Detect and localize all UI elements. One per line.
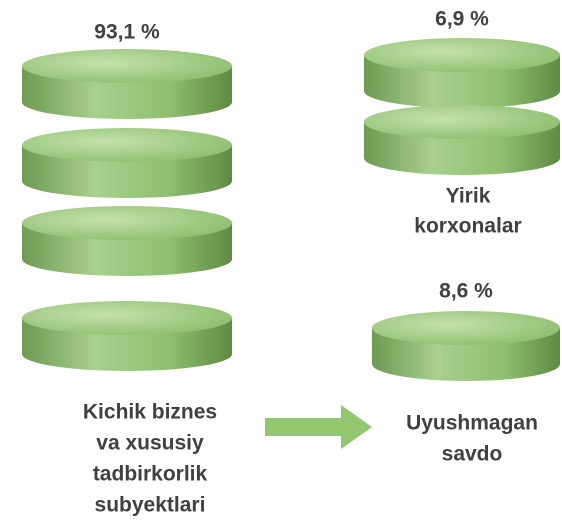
group-label: savdo bbox=[442, 443, 503, 466]
arrow-shaft bbox=[265, 418, 343, 436]
group-label: tadbirkorlik bbox=[93, 463, 208, 486]
group-label: korxonalar bbox=[414, 215, 521, 238]
group-label: Yirik bbox=[446, 185, 491, 208]
group-label: Uyushmagan bbox=[406, 412, 538, 435]
group-label: va xususiy bbox=[96, 432, 204, 455]
arrow bbox=[265, 405, 372, 449]
disc-top bbox=[364, 105, 560, 139]
disc-top bbox=[22, 206, 232, 240]
disc-top bbox=[22, 128, 232, 162]
group-label: Kichik biznes bbox=[83, 401, 217, 424]
discs bbox=[22, 38, 560, 381]
group-label: subyektlari bbox=[95, 494, 206, 517]
disc-top bbox=[364, 38, 560, 72]
arrow-head bbox=[341, 405, 372, 449]
disc-top bbox=[372, 311, 560, 345]
value-label: 8,6 % bbox=[439, 280, 493, 303]
disc-top bbox=[22, 49, 232, 83]
disc-top bbox=[22, 301, 232, 335]
value-label: 93,1 % bbox=[94, 21, 160, 44]
value-label: 6,9 % bbox=[435, 8, 489, 31]
